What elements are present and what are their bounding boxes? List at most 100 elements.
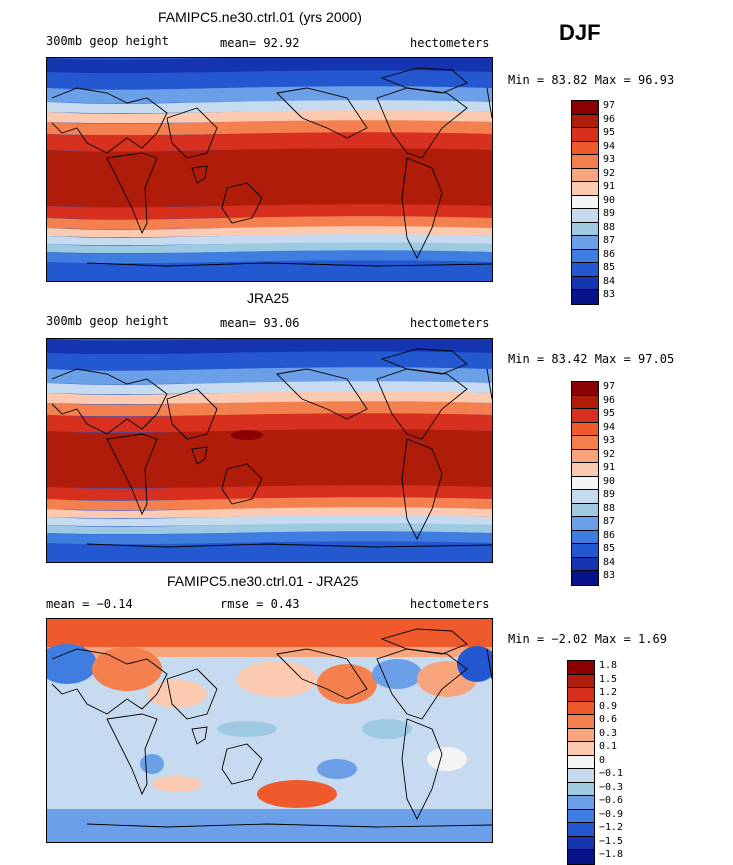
colorbar-tick-label: 89: [603, 489, 616, 500]
colorbar-tick-label: 84: [603, 275, 616, 287]
colorbar-swatch: [568, 836, 594, 850]
coastline: [191, 726, 208, 745]
contour-blob: [217, 721, 277, 737]
colorbar-tick-label: −0.1: [599, 768, 624, 779]
contour-band: [47, 86, 492, 104]
colorbar-swatch: [572, 168, 598, 182]
colorbar-tick-label: 97: [603, 381, 616, 392]
colorbar-swatch: [572, 463, 598, 477]
colorbar-swatch: [568, 755, 594, 769]
colorbar-swatch: [572, 571, 598, 585]
colorbar-tick-label: 93: [603, 154, 616, 165]
panel-3-title: FAMIPC5.ne30.ctrl.01 - JRA25: [167, 573, 359, 589]
panel-2-colorbar: [571, 381, 599, 586]
contour-band: [47, 132, 492, 152]
contour-band: [47, 391, 492, 405]
coastline: [191, 165, 208, 184]
colorbar-swatch: [568, 796, 594, 810]
coastline: [106, 713, 158, 796]
colorbar-tick-label: −1.8: [599, 849, 624, 860]
contour-band: [47, 216, 492, 230]
colorbar-swatch: [572, 141, 598, 155]
colorbar-tick-label: −1.5: [599, 835, 624, 847]
coastline: [380, 348, 468, 375]
colorbar-tick-label: 87: [603, 516, 616, 527]
panel-3-map: [46, 618, 493, 843]
colorbar-tick-label: −1.2: [599, 822, 624, 833]
colorbar-swatch: [568, 742, 594, 756]
panel-1-map: [46, 57, 493, 282]
contour-band: [47, 647, 492, 657]
colorbar-swatch: [572, 276, 598, 290]
colorbar-swatch: [572, 544, 598, 558]
panel-2-mean: mean= 93.06: [220, 316, 300, 330]
contour-blob: [152, 776, 202, 792]
colorbar-swatch: [572, 449, 598, 463]
panel-3-map-svg: [47, 619, 492, 842]
colorbar-swatch: [572, 476, 598, 490]
panel-1-mean: mean= 92.92: [220, 36, 300, 50]
colorbar-tick-label: 1.2: [599, 687, 618, 698]
panel-1-title: FAMIPC5.ne30.ctrl.01 (yrs 2000): [158, 9, 362, 25]
colorbar-swatch: [568, 782, 594, 796]
colorbar-tick-label: 92: [603, 167, 616, 179]
coastline: [86, 823, 492, 828]
colorbar-tick-label: 90: [603, 194, 616, 206]
colorbar-tick-label: 85: [603, 543, 616, 554]
colorbar-tick-label: 90: [603, 475, 616, 487]
colorbar-swatch: [572, 101, 598, 115]
colorbar-tick-label: 0: [599, 754, 606, 766]
colorbar-tick-label: 94: [603, 140, 616, 152]
contour-band: [47, 58, 492, 74]
colorbar-swatch: [572, 557, 598, 571]
coastline: [191, 446, 208, 465]
coastline: [86, 262, 492, 267]
colorbar-swatch: [572, 222, 598, 236]
colorbar-tick-label: 94: [603, 421, 616, 433]
contour-blob: [47, 644, 97, 684]
panel-3-units: hectometers: [410, 597, 490, 611]
coastline: [380, 67, 468, 94]
colorbar-tick-label: 1.5: [599, 673, 618, 685]
contour-band: [47, 110, 492, 124]
colorbar-swatch: [572, 182, 598, 196]
coastline: [221, 743, 263, 785]
panel-2-title: JRA25: [247, 290, 290, 306]
colorbar-swatch: [572, 290, 598, 304]
panel-2-field-label: 300mb geop height: [46, 314, 169, 328]
max-contour: [231, 430, 263, 440]
colorbar-swatch: [568, 809, 594, 823]
colorbar-tick-label: 97: [603, 100, 616, 111]
colorbar-tick-label: 92: [603, 448, 616, 460]
coastline: [51, 368, 168, 435]
contour-band: [47, 619, 492, 647]
coastline: [221, 182, 263, 224]
panel-3-colorbar: [567, 660, 595, 865]
contour-band: [47, 413, 492, 433]
colorbar-swatch: [568, 715, 594, 729]
panel-3-mean: mean = −0.14: [46, 597, 133, 611]
panel-1-colorbar: [571, 100, 599, 305]
contour-blob: [457, 646, 492, 682]
colorbar-swatch: [568, 674, 594, 688]
coastline: [486, 648, 492, 680]
panel-3-rmse: rmse = 0.43: [220, 597, 300, 611]
colorbar-tick-label: 88: [603, 502, 616, 514]
coastline: [276, 368, 368, 420]
coastline: [166, 388, 218, 440]
colorbar-tick-label: 0.9: [599, 700, 618, 712]
colorbar-swatch: [572, 503, 598, 517]
panel-3-minmax: Min = −2.02 Max = 1.69: [508, 632, 667, 646]
colorbar-swatch: [572, 114, 598, 128]
contour-band: [47, 100, 492, 114]
colorbar-swatch: [572, 263, 598, 277]
contour-blob: [140, 754, 164, 774]
panel-2-map: [46, 338, 493, 563]
coastline: [401, 438, 443, 541]
colorbar-swatch: [568, 701, 594, 715]
colorbar-tick-label: 87: [603, 235, 616, 246]
colorbar-swatch: [572, 382, 598, 396]
contour-band: [47, 381, 492, 395]
contour-blob: [92, 647, 162, 691]
colorbar-tick-label: 0.1: [599, 741, 618, 752]
